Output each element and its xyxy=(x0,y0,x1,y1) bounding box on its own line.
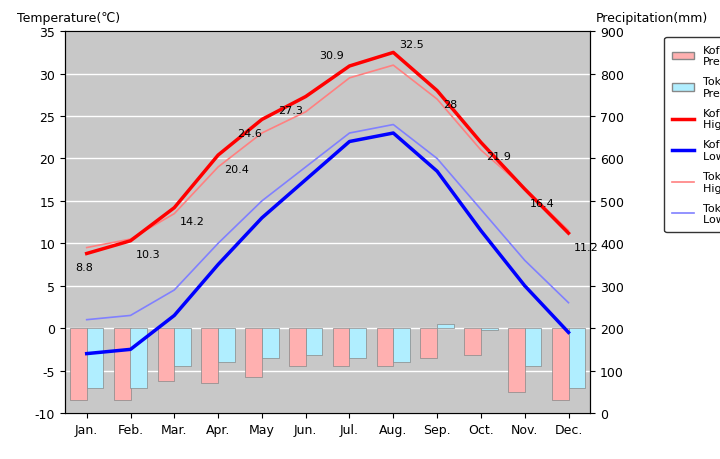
Bar xyxy=(552,329,569,400)
Bar xyxy=(158,329,174,381)
Bar xyxy=(437,324,454,329)
Bar xyxy=(349,329,366,358)
Text: 30.9: 30.9 xyxy=(319,50,343,61)
Bar xyxy=(481,329,498,330)
Bar xyxy=(86,329,104,388)
Text: 10.3: 10.3 xyxy=(136,250,161,260)
Bar xyxy=(508,329,525,392)
Bar xyxy=(174,329,191,367)
Text: Temperature(℃): Temperature(℃) xyxy=(17,11,121,24)
Bar xyxy=(246,329,262,378)
Bar xyxy=(202,329,218,383)
Bar xyxy=(70,329,86,400)
Bar xyxy=(306,329,323,356)
Bar xyxy=(569,329,585,388)
Text: 21.9: 21.9 xyxy=(487,151,511,162)
Bar xyxy=(114,329,130,400)
Bar xyxy=(262,329,279,358)
Bar xyxy=(130,329,147,388)
Text: 16.4: 16.4 xyxy=(530,198,555,208)
Text: 14.2: 14.2 xyxy=(180,217,204,227)
Bar xyxy=(464,329,481,356)
Text: 28: 28 xyxy=(443,100,457,110)
Text: 27.3: 27.3 xyxy=(278,106,303,116)
Bar xyxy=(218,329,235,362)
Bar xyxy=(333,329,349,367)
Text: 11.2: 11.2 xyxy=(574,242,599,252)
Bar xyxy=(377,329,393,367)
Bar xyxy=(525,329,541,367)
Bar xyxy=(289,329,306,367)
Legend: Kofu
Prec., Tokyo
Prec., Kofu
High Temp., Kofu
Low Temp., Tokyo
High Temp., Toky: Kofu Prec., Tokyo Prec., Kofu High Temp.… xyxy=(665,38,720,232)
Text: 24.6: 24.6 xyxy=(237,129,262,139)
Text: 20.4: 20.4 xyxy=(224,164,248,174)
Text: 32.5: 32.5 xyxy=(399,40,423,50)
Bar xyxy=(393,329,410,362)
Text: Precipitation(mm): Precipitation(mm) xyxy=(595,11,708,24)
Text: 8.8: 8.8 xyxy=(76,263,94,273)
Bar xyxy=(420,329,437,358)
